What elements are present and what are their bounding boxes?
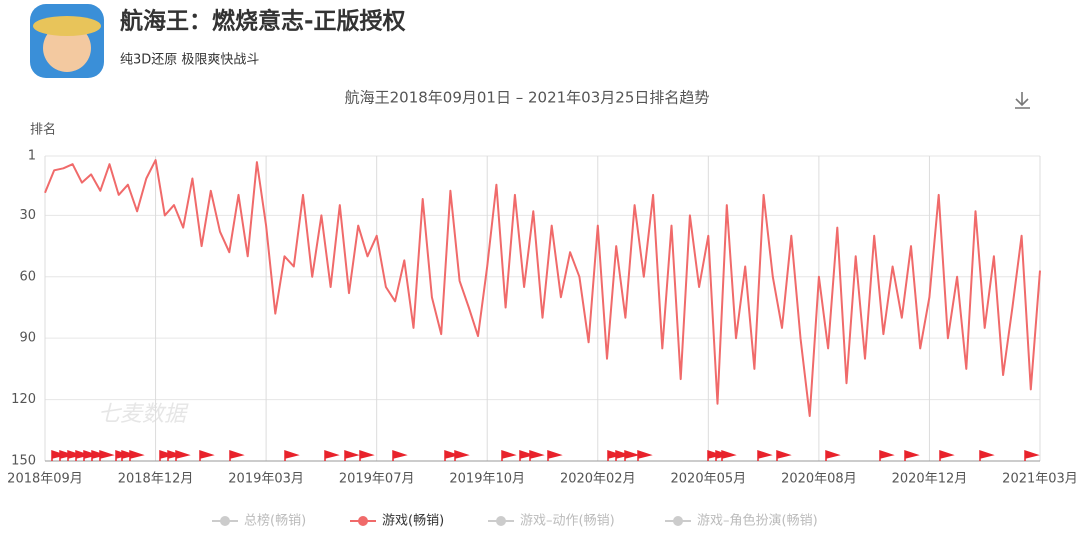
event-flag xyxy=(529,449,545,461)
y-tick-label: 120 xyxy=(11,392,36,407)
plot xyxy=(44,159,1041,417)
event-flag xyxy=(979,449,995,461)
x-tick-label: 2019年03月 xyxy=(228,472,304,487)
event-flag xyxy=(939,449,955,461)
grid: 1 30 60 90 120 150 2018年09月 2018年12月 2019年03月 201… xyxy=(7,149,1078,487)
event-flag xyxy=(121,449,137,461)
event-flag xyxy=(75,449,91,461)
event-flag xyxy=(757,449,773,461)
x-tick-label: 2018年09月 xyxy=(7,472,83,487)
event-flag xyxy=(615,449,631,461)
event-flag xyxy=(1024,449,1040,461)
legend-item[interactable]: 游戏–动作(畅销) xyxy=(488,514,615,529)
x-tick-label: 2019年10月 xyxy=(449,472,525,487)
legend-dot xyxy=(673,516,683,526)
event-flag xyxy=(879,449,895,461)
event-flag xyxy=(83,449,99,461)
event-flag xyxy=(159,449,175,461)
event-flag xyxy=(825,449,841,461)
event-flag xyxy=(607,449,623,461)
y-axis-label: 排名 xyxy=(30,122,56,138)
app-title: 航海王：燃烧意志-正版授权 xyxy=(120,8,406,35)
event-flag xyxy=(637,449,653,461)
series-line xyxy=(44,159,1041,417)
download-glyph[interactable] xyxy=(1015,92,1030,109)
download-icon[interactable] xyxy=(1015,92,1030,109)
legend-item[interactable]: 总榜(畅销) xyxy=(212,513,306,529)
legend-label: 总榜(畅销) xyxy=(244,513,306,529)
event-flags xyxy=(51,449,1040,461)
legend-item[interactable]: 游戏–角色扮演(畅销) xyxy=(665,513,818,529)
x-tick-label: 2018年12月 xyxy=(118,472,194,487)
event-flag xyxy=(624,449,640,461)
x-tick-label: 2019年07月 xyxy=(339,472,415,487)
y-tick-label: 150 xyxy=(11,454,36,469)
event-flag xyxy=(344,449,360,461)
legend-label: 游戏–动作(畅销) xyxy=(520,514,615,529)
legend-label: 游戏(畅销) xyxy=(382,514,444,529)
event-flag xyxy=(284,449,300,461)
event-flag xyxy=(547,449,563,461)
y-tick-label: 1 xyxy=(28,149,36,164)
legend-item[interactable]: 游戏(畅销) xyxy=(350,514,444,529)
event-flag xyxy=(59,449,75,461)
event-flag xyxy=(519,449,535,461)
event-flag xyxy=(454,449,470,461)
event-flag xyxy=(707,449,723,461)
app-subtitle: 纯3D还原 极限爽快战斗 xyxy=(120,53,259,68)
chart-title: 航海王2018年09月01日 – 2021年03月25日排名趋势 xyxy=(345,89,710,107)
y-tick-label: 30 xyxy=(19,208,36,223)
event-flag xyxy=(129,449,145,461)
legend-label: 游戏–角色扮演(畅销) xyxy=(697,513,818,529)
app-icon-hat xyxy=(33,16,101,36)
event-flag xyxy=(444,449,460,461)
x-tick-label: 2020年02月 xyxy=(560,472,636,487)
event-flag xyxy=(91,449,107,461)
app-icon-face xyxy=(43,24,91,72)
event-flag xyxy=(324,449,340,461)
event-flag xyxy=(175,449,191,461)
event-flag xyxy=(501,449,517,461)
event-flag xyxy=(167,449,183,461)
legend: 总榜(畅销) 游戏(畅销) 游戏–动作(畅销) 游戏–角色扮演(畅销) xyxy=(212,513,818,529)
x-tick-label: 2020年05月 xyxy=(671,472,747,487)
event-flag xyxy=(51,449,67,461)
event-flag xyxy=(199,449,215,461)
legend-dot xyxy=(358,516,368,526)
event-flag xyxy=(392,449,408,461)
legend-dot xyxy=(220,516,230,526)
event-flag xyxy=(721,449,737,461)
watermark: 七麦数据 xyxy=(98,402,189,427)
x-tick-label: 2020年08月 xyxy=(781,472,857,487)
event-flag xyxy=(229,449,245,461)
x-tick-label: 2021年03月 xyxy=(1002,472,1078,487)
legend-dot xyxy=(496,516,506,526)
event-flag xyxy=(904,449,920,461)
y-tick-label: 60 xyxy=(19,269,36,284)
event-flag xyxy=(67,449,83,461)
x-tick-label: 2020年12月 xyxy=(892,472,968,487)
event-flag xyxy=(359,449,375,461)
event-flag xyxy=(99,449,115,461)
y-tick-label: 90 xyxy=(19,331,36,346)
event-flag xyxy=(776,449,792,461)
